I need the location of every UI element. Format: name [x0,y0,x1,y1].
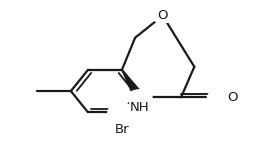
Text: O: O [226,91,236,104]
Circle shape [127,90,151,105]
Text: NH: NH [130,101,149,114]
Text: Br: Br [114,123,129,135]
Circle shape [107,104,135,121]
Circle shape [151,9,173,23]
Circle shape [207,91,228,104]
Polygon shape [121,70,144,99]
Text: O: O [157,9,167,22]
